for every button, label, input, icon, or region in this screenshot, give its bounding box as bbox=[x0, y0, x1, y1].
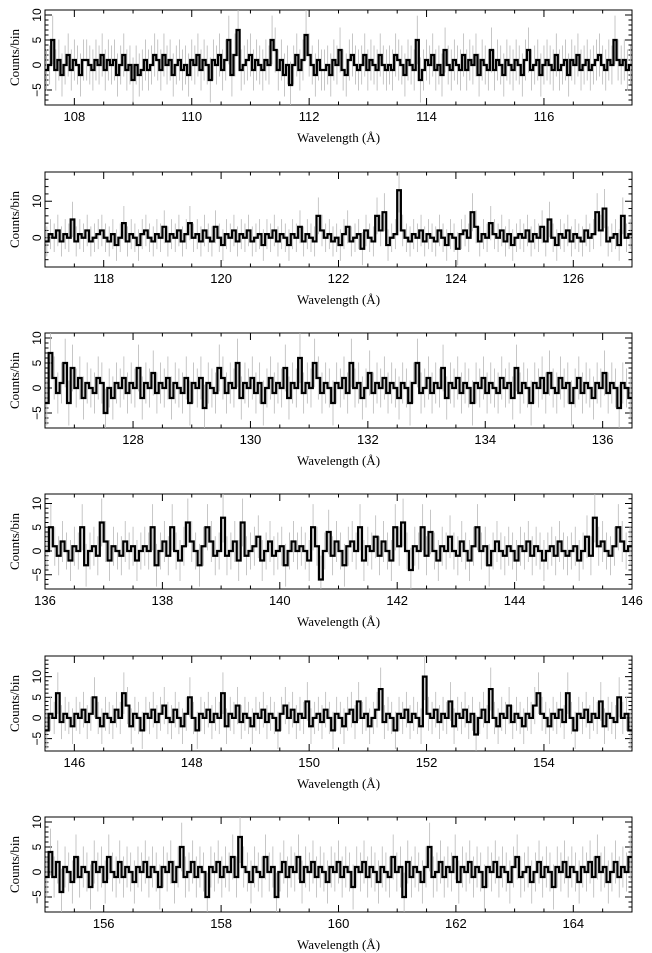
data-layer bbox=[45, 10, 632, 105]
x-tick-label: 150 bbox=[298, 755, 320, 770]
y-axis-label: Counts/bin bbox=[7, 190, 22, 248]
x-axis-label: Wavelength (Å) bbox=[297, 453, 380, 468]
data-layer bbox=[45, 817, 632, 912]
spectrum-panel: 128 130 132 134 136 −5 0 5 10 Wavelength (Å) Count… bbox=[7, 331, 633, 468]
y-tick-label: 0 bbox=[30, 61, 44, 68]
y-tick-label: −5 bbox=[30, 83, 44, 97]
y-tick-label: −5 bbox=[30, 890, 44, 904]
x-axis-label: Wavelength (Å) bbox=[297, 614, 380, 629]
x-axis-label: Wavelength (Å) bbox=[297, 937, 380, 952]
x-tick-label: 142 bbox=[386, 593, 408, 608]
y-tick-label: 0 bbox=[30, 234, 44, 241]
y-tick-label: 10 bbox=[30, 670, 44, 684]
x-tick-label: 160 bbox=[328, 916, 350, 931]
x-axis-label: Wavelength (Å) bbox=[297, 130, 380, 145]
spectrum-panel: 118 120 122 124 126 0 10 Wavelength (Å) Counts/b… bbox=[7, 171, 633, 307]
spectrum-line bbox=[45, 516, 632, 581]
x-tick-label: 154 bbox=[533, 755, 555, 770]
x-tick-label: 164 bbox=[562, 916, 584, 931]
y-axis-label: Counts/bin bbox=[7, 512, 22, 570]
x-tick-label: 108 bbox=[63, 109, 85, 124]
y-tick-label: −5 bbox=[30, 731, 44, 745]
y-tick-label: 10 bbox=[30, 194, 44, 208]
x-tick-label: 134 bbox=[474, 432, 496, 447]
x-tick-label: 126 bbox=[562, 271, 584, 286]
y-tick-label: 0 bbox=[30, 384, 44, 391]
x-tick-label: 116 bbox=[534, 109, 555, 124]
y-tick-label: 10 bbox=[30, 331, 44, 345]
panel-frame bbox=[44, 171, 633, 268]
x-tick-label: 136 bbox=[34, 593, 56, 608]
y-axis-label: Counts/bin bbox=[7, 835, 22, 893]
y-tick-label: 0 bbox=[30, 714, 44, 721]
x-tick-label: 146 bbox=[621, 593, 643, 608]
x-tick-label: 122 bbox=[328, 271, 350, 286]
x-axis-label: Wavelength (Å) bbox=[297, 776, 380, 791]
x-tick-label: 158 bbox=[210, 916, 232, 931]
x-tick-label: 144 bbox=[504, 593, 526, 608]
x-tick-label: 140 bbox=[269, 593, 291, 608]
x-tick-label: 156 bbox=[93, 916, 115, 931]
data-layer bbox=[45, 494, 632, 589]
x-axis-label: Wavelength (Å) bbox=[297, 292, 380, 307]
spectrum-line bbox=[45, 189, 632, 250]
x-tick-label: 148 bbox=[181, 755, 203, 770]
spectrum-panel: 146 148 150 152 154 −5 0 5 10 Wavelength (Å) Count… bbox=[7, 655, 633, 791]
y-tick-label: 5 bbox=[30, 843, 44, 850]
y-axis-label: Counts/bin bbox=[7, 674, 22, 732]
spectrum-line bbox=[45, 351, 632, 415]
y-tick-label: 10 bbox=[30, 8, 44, 22]
y-tick-label: 0 bbox=[30, 868, 44, 875]
x-tick-label: 124 bbox=[445, 271, 467, 286]
spectrum-line bbox=[45, 675, 632, 736]
spectrum-panel: 156 158 160 162 164 −5 0 5 10 Wavelength (Å) Count… bbox=[7, 815, 633, 952]
data-layer bbox=[45, 656, 632, 751]
spectrum-line bbox=[45, 835, 632, 899]
x-tick-label: 152 bbox=[416, 755, 438, 770]
x-tick-label: 130 bbox=[240, 432, 262, 447]
data-layer bbox=[45, 172, 632, 266]
y-axis-label: Counts/bin bbox=[7, 351, 22, 409]
x-tick-label: 110 bbox=[181, 109, 202, 124]
x-tick-label: 120 bbox=[210, 271, 232, 286]
y-tick-label: −5 bbox=[30, 568, 44, 582]
x-tick-label: 118 bbox=[93, 271, 114, 286]
y-tick-label: 5 bbox=[30, 524, 44, 531]
spectrum-line bbox=[45, 28, 632, 87]
x-tick-label: 114 bbox=[416, 109, 437, 124]
data-layer bbox=[45, 333, 632, 428]
x-tick-label: 162 bbox=[445, 916, 467, 931]
y-tick-label: 5 bbox=[30, 36, 44, 43]
y-tick-label: 0 bbox=[30, 547, 44, 554]
y-tick-label: 10 bbox=[30, 497, 44, 511]
x-tick-label: 128 bbox=[122, 432, 144, 447]
x-tick-label: 112 bbox=[299, 109, 320, 124]
panel-frame bbox=[44, 655, 633, 752]
spectrum-panel: 108 110 112 114 116 −5 0 5 10 Wavelength (Å) Count… bbox=[7, 8, 633, 145]
x-tick-label: 136 bbox=[592, 432, 614, 447]
x-tick-label: 132 bbox=[357, 432, 379, 447]
y-axis-label: Counts/bin bbox=[7, 28, 22, 86]
y-tick-label: −5 bbox=[30, 406, 44, 420]
spectrum-panel: 136 138 140 142 144 146 −5 0 5 10 Wavelength (Å) Co… bbox=[7, 493, 643, 629]
x-tick-label: 146 bbox=[63, 755, 85, 770]
y-tick-label: 10 bbox=[30, 815, 44, 829]
y-tick-label: 5 bbox=[30, 694, 44, 701]
y-tick-label: 5 bbox=[30, 359, 44, 366]
x-tick-label: 138 bbox=[152, 593, 174, 608]
